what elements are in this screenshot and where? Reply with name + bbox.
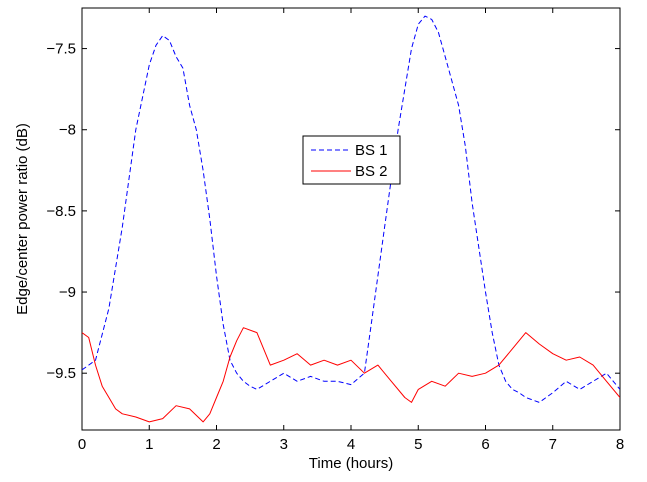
y-tick-label: −8.5 [46,203,76,220]
x-tick-label: 3 [280,436,288,453]
x-tick-label: 8 [616,436,624,453]
legend-label-2: BS 2 [355,163,388,180]
y-axis: −9.5 −9 −8.5 −8 −7.5 [46,41,620,382]
legend-box [302,135,401,185]
x-tick-label: 6 [481,436,489,453]
x-axis: 0 1 2 3 4 5 6 7 8 [78,8,624,453]
y-tick-label: −8 [59,122,76,139]
plot-border [81,7,621,431]
x-axis-title: Time (hours) [309,455,393,472]
series-layer [82,15,620,423]
y-tick-label: −9.5 [46,365,76,382]
legend-label-1: BS 1 [355,142,388,159]
series-line-1 [82,15,620,403]
x-tick-label: 1 [145,436,153,453]
x-tick-label: 0 [78,436,86,453]
series-line-2 [82,327,620,423]
plot-area [81,7,621,431]
x-tick-label: 2 [212,436,220,453]
y-axis-title: Edge/center power ratio (dB) [14,123,31,315]
y-tick-label: −7.5 [46,41,76,58]
x-tick-label: 4 [347,436,355,453]
x-tick-label: 7 [549,436,557,453]
legend: BS 1 BS 2 [302,135,401,185]
y-tick-label: −9 [59,284,76,301]
x-tick-label: 5 [414,436,422,453]
